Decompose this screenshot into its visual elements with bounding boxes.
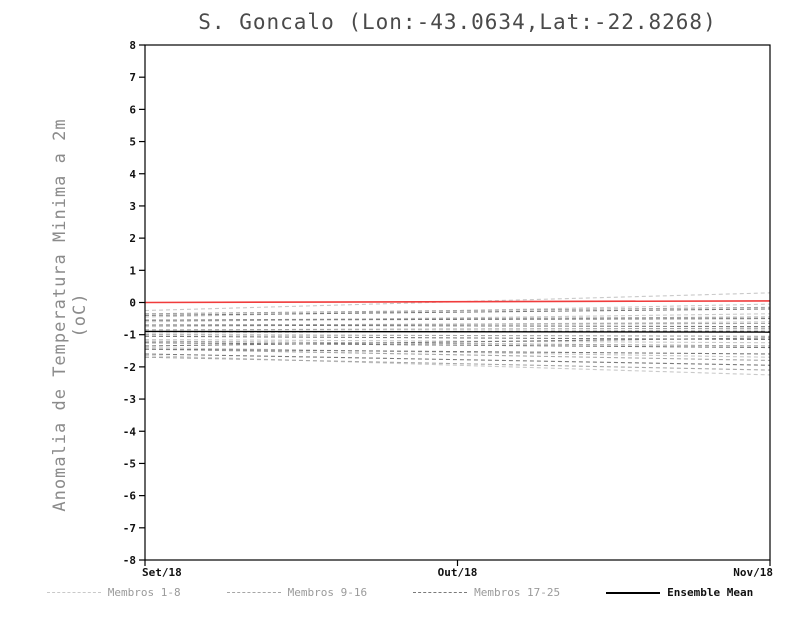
member-line (144, 306, 771, 315)
y-tick-label: 2 (129, 232, 136, 245)
member-line (144, 348, 771, 361)
x-tick-label: Set/18 (142, 566, 182, 579)
member-line (144, 327, 771, 331)
member-line (144, 324, 771, 328)
legend-label: Ensemble Mean (667, 586, 754, 599)
legend-dashed-line-sample (46, 592, 101, 593)
member-line (144, 353, 771, 366)
zero-reference-line (144, 300, 771, 304)
legend-label: Membros 17-25 (474, 586, 561, 599)
member-line (144, 348, 771, 355)
y-tick-label: 3 (129, 200, 136, 213)
member-line (144, 321, 771, 328)
axes-layer: -8 -7 -6 -5 -4 -3 -2 -1 0 1 2 3 4 5 6 7 8 Set/18 Out/18 Nov… (123, 39, 773, 579)
y-tick-label: 0 (129, 297, 136, 310)
ensemble-mean-line-layer (144, 330, 771, 333)
y-tick-label: -7 (123, 522, 136, 535)
legend-entry: Ensemble Mean (606, 586, 753, 599)
member-line (144, 292, 771, 312)
x-tick-label: Out/18 (438, 566, 478, 579)
member-line (144, 337, 771, 347)
y-tick-label: -5 (123, 457, 136, 470)
y-tick-label: -1 (123, 329, 137, 342)
member-line (144, 316, 771, 321)
member-line (144, 308, 771, 316)
chart-legend: Membros 1-8 Membros 9-16 Membros 17-25 Ense… (0, 586, 800, 599)
legend-label: Membros 1-8 (107, 586, 181, 599)
member-line (144, 313, 771, 323)
y-tick-label: -4 (123, 425, 137, 438)
member-lines-layer (144, 292, 771, 376)
chart-title: S. Goncalo (Lon:-43.0634,Lat:-22.8268) (198, 10, 717, 34)
legend-dashed-line-sample (226, 592, 281, 593)
legend-solid-line-sample (606, 591, 661, 594)
legend-label: Membros 9-16 (287, 586, 368, 599)
member-line (144, 355, 771, 376)
ensemble-mean-line (144, 330, 771, 333)
legend-entry: Membros 17-25 (413, 586, 560, 599)
y-tick-label: 1 (129, 264, 136, 277)
y-tick-label: 6 (129, 103, 136, 116)
member-line (144, 322, 771, 326)
member-line (144, 347, 771, 358)
x-tick-label: Nov/18 (733, 566, 773, 579)
legend-entry: Membros 9-16 (226, 586, 368, 599)
member-line (144, 303, 771, 318)
reference-line-layer (144, 300, 771, 304)
legend-dashed-line-sample (413, 592, 468, 593)
member-line (144, 318, 771, 321)
y-tick-label: 8 (129, 39, 136, 52)
legend-entry: Membros 1-8 (46, 586, 181, 599)
y-tick-label: 5 (129, 136, 136, 149)
member-line (144, 338, 771, 344)
y-tick-label: -8 (123, 554, 136, 567)
y-tick-label: 4 (129, 168, 136, 181)
member-line (144, 340, 771, 347)
member-line (144, 329, 771, 334)
y-tick-label: -3 (123, 393, 136, 406)
y-tick-label: -2 (123, 361, 136, 374)
member-line (144, 335, 771, 341)
y-axis-label: Anomalia de Temperatura Minima a 2m (oC) (50, 118, 90, 512)
member-line (144, 342, 771, 349)
member-line (144, 356, 771, 371)
y-tick-label: -6 (123, 490, 137, 503)
member-line (144, 334, 771, 337)
y-tick-label: 7 (129, 71, 136, 84)
